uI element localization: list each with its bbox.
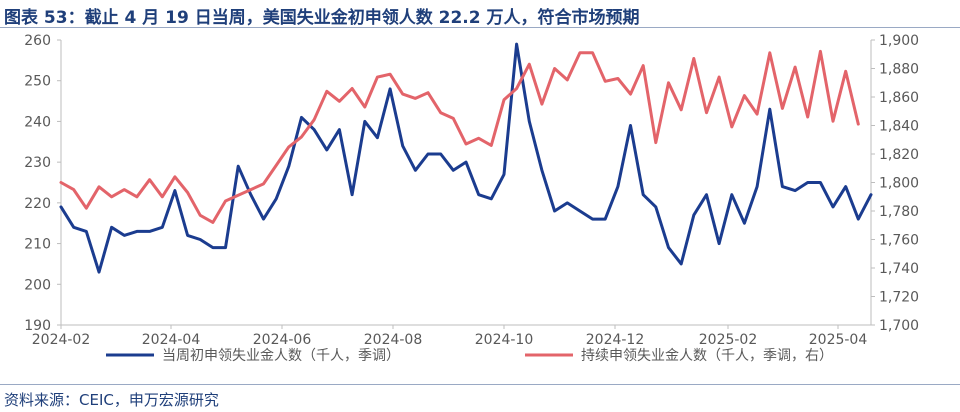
x-tick-label: 2024-04: [142, 332, 201, 348]
right-y-tick-label: 1,820: [879, 147, 919, 163]
chart-title: 图表 53：截止 4 月 19 日当周，美国失业金初申领人数 22.2 万人，符…: [4, 8, 640, 28]
source-note: 资料来源：CEIC，申万宏源研究: [4, 391, 219, 409]
right-y-tick-label: 1,780: [879, 204, 919, 220]
left-y-tick-label: 200: [24, 277, 51, 293]
right-y-tick-label: 1,720: [879, 290, 919, 306]
x-tick-label: 2024-06: [253, 332, 312, 348]
x-tick-label: 2025-04: [809, 332, 868, 348]
left-y-tick-label: 250: [24, 74, 51, 90]
x-tick-label: 2025-02: [699, 332, 758, 348]
source-divider: [0, 384, 960, 385]
right-y-tick-label: 1,840: [879, 119, 919, 135]
initial-claims-line: [59, 42, 873, 274]
legend-label: 当周初申领失业金人数（千人，季调）: [162, 347, 400, 364]
line-chart: 190 200 210 220 230 240 250 260 1,700 1,720 1,740 1…: [24, 33, 919, 364]
right-y-tick-label: 1,900: [879, 33, 919, 49]
right-y-tick-label: 1,700: [879, 318, 919, 334]
legend-label: 持续申领失业金人数（千人，季调，右）: [581, 347, 833, 364]
left-y-tick-label: 260: [24, 33, 51, 49]
title-divider: [0, 27, 960, 28]
x-tick-label: 2024-08: [364, 332, 423, 348]
right-y-tick-label: 1,760: [879, 233, 919, 249]
x-tick-label: 2024-12: [586, 332, 645, 348]
right-y-tick-label: 1,800: [879, 176, 919, 192]
x-tick-label: 2024-02: [32, 332, 91, 348]
left-y-tick-label: 220: [24, 196, 51, 212]
title-bar: 图表 53：截止 4 月 19 日当周，美国失业金初申领人数 22.2 万人，符…: [0, 0, 960, 28]
continuing-claims-line: [59, 49, 860, 224]
left-y-tick-label: 230: [24, 155, 51, 171]
x-tick-label: 2024-10: [475, 332, 534, 348]
right-y-tick-label: 1,880: [879, 62, 919, 78]
right-y-tick-label: 1,860: [879, 90, 919, 106]
left-y-tick-label: 190: [24, 318, 51, 334]
left-y-tick-label: 210: [24, 237, 51, 253]
right-y-tick-label: 1,740: [879, 261, 919, 277]
left-y-tick-label: 240: [24, 114, 51, 130]
